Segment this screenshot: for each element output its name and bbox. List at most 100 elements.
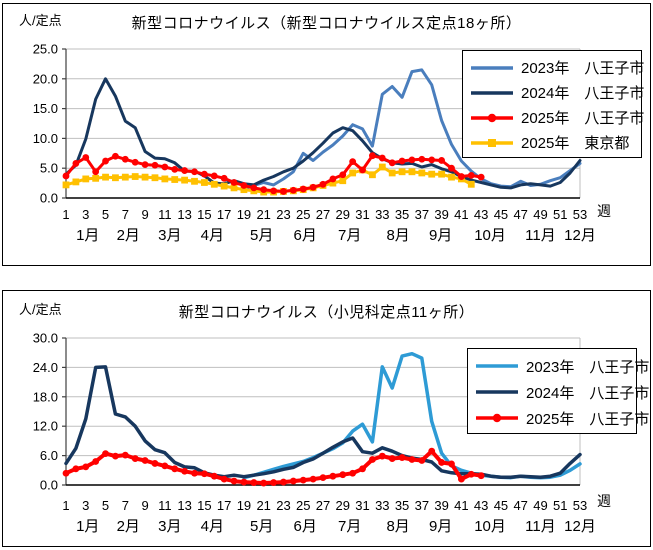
legend-entry: 2023年 八王子市: [474, 353, 649, 379]
week-tick-label: 29: [336, 207, 350, 222]
series-marker: [72, 465, 80, 473]
y-axis-tick-label: 10.0: [33, 131, 58, 146]
week-tick-label: 43: [474, 207, 488, 222]
series-marker: [388, 169, 396, 177]
month-label: 7月: [338, 518, 361, 535]
week-tick-label: 15: [197, 498, 211, 513]
series-marker: [369, 152, 376, 160]
series-marker: [388, 455, 396, 462]
series-marker: [220, 174, 228, 182]
week-tick-label: 33: [375, 498, 389, 513]
month-label: 6月: [294, 518, 317, 535]
month-label: 2月: [117, 518, 140, 535]
series-marker: [418, 457, 426, 464]
week-tick-label: 51: [553, 207, 567, 222]
series-marker: [398, 157, 406, 165]
week-tick-label: 7: [122, 207, 129, 222]
legend-circle-marker: [487, 113, 497, 122]
series-marker: [161, 462, 169, 470]
series-marker: [92, 174, 100, 182]
series-lines: [62, 68, 582, 196]
month-label: 9月: [429, 518, 452, 535]
week-tick-label: 9: [141, 207, 148, 222]
legend-swatch: [471, 113, 513, 122]
series-marker: [151, 460, 159, 467]
legend-circle-marker: [492, 413, 502, 423]
series-marker: [438, 157, 446, 164]
x-axis-month-labels: 1月 2月 3月 4月 5月 6月 7月 8月 9月 10月 11月 12月: [76, 227, 596, 244]
series-marker: [171, 176, 179, 183]
month-label: 7月: [338, 227, 361, 244]
series-marker: [200, 470, 208, 478]
week-tick-label: 21: [256, 498, 270, 513]
series-marker: [428, 156, 436, 164]
week-tick-label: 31: [355, 498, 369, 513]
series-line-2024年 八王子市: [64, 365, 582, 479]
month-label: 1月: [76, 518, 99, 535]
series-marker: [378, 154, 386, 162]
x-axis-week-labels: 1 3 5 7 9 11 13 15 17 19 21 23 25 27 29 31 33 35 37 39 41 43 4…: [62, 493, 611, 513]
series-line-2023年 八王子市: [242, 68, 582, 191]
y-axis-tick-label: 0.0: [40, 478, 58, 493]
series-marker: [329, 472, 337, 480]
series-marker: [210, 172, 218, 180]
month-label: 3月: [158, 227, 181, 244]
week-tick-label: 25: [296, 498, 310, 513]
chart-legend: 2023年 八王子市 2024年 八王子市 2025年 八王子市 2025年 東京都: [462, 50, 645, 158]
series-marker: [181, 167, 189, 174]
series-marker: [210, 180, 218, 188]
y-axis-tick-label: 15.0: [33, 101, 58, 116]
series-marker: [240, 478, 248, 486]
series-marker: [369, 456, 376, 463]
week-tick-label: 53: [573, 207, 587, 222]
week-tick-label: 3: [82, 498, 89, 513]
y-axis-tick-label: 30.0: [33, 331, 58, 346]
legend-square-marker: [488, 138, 496, 147]
legend-entry: 2025年 東京都: [469, 130, 635, 155]
series-marker: [220, 475, 228, 483]
series-marker: [121, 451, 129, 459]
chart-title: 新型コロナウイルス（新型コロナウイルス定点18ヶ所）: [131, 15, 522, 32]
week-tick-label: 27: [316, 207, 330, 222]
series-marker: [181, 467, 189, 475]
series-line-2024年 八王子市: [64, 77, 582, 190]
y-axis-tick-label: 12.0: [33, 419, 58, 434]
series-marker: [309, 475, 317, 483]
series-marker: [131, 455, 139, 462]
x-axis-month-labels: 1月 2月 3月 4月 5月 6月 7月 8月 9月 10月 11月 12月: [76, 518, 596, 535]
week-tick-label: 7: [122, 498, 129, 513]
series-marker: [428, 447, 436, 455]
week-tick-label: 9: [141, 498, 148, 513]
y-axis-tick-label: 24.0: [33, 360, 58, 375]
week-tick-label: 39: [434, 207, 448, 222]
month-label: 2月: [117, 227, 140, 244]
legend-label: 2025年 八王子市: [521, 110, 645, 127]
series-marker: [448, 164, 455, 172]
series-marker: [289, 477, 297, 485]
week-tick-label: 1: [62, 207, 69, 222]
legend-label: 2023年 八王子市: [521, 60, 645, 77]
covid-sentinel-18-chart-panel: 人/定点 新型コロナウイルス（新型コロナウイルス定点18ヶ所） 0.0 5.0 10…: [2, 3, 651, 266]
series-marker: [448, 460, 455, 468]
week-tick-label: 33: [375, 207, 389, 222]
series-marker: [418, 169, 426, 177]
series-marker: [457, 173, 465, 180]
legend-label: 2024年 八王子市: [526, 384, 650, 402]
series-marker: [260, 479, 268, 487]
series-marker: [151, 161, 159, 169]
month-label: 8月: [386, 518, 409, 535]
month-label: 11月: [525, 227, 556, 244]
legend-entry: 2024年 八王子市: [474, 379, 649, 405]
series-marker: [151, 174, 159, 182]
week-tick-label: 17: [217, 498, 231, 513]
month-label: 4月: [201, 227, 224, 244]
month-label: 3月: [158, 518, 181, 535]
series-marker: [467, 470, 475, 478]
week-tick-label: 39: [434, 498, 448, 513]
legend-entry: 2024年 八王子市: [469, 80, 644, 105]
series-marker: [309, 183, 317, 191]
week-tick-label: 49: [533, 498, 547, 513]
month-label: 5月: [250, 518, 273, 535]
series-marker: [240, 186, 248, 194]
y-axis-tick-label: 5.0: [40, 161, 58, 176]
